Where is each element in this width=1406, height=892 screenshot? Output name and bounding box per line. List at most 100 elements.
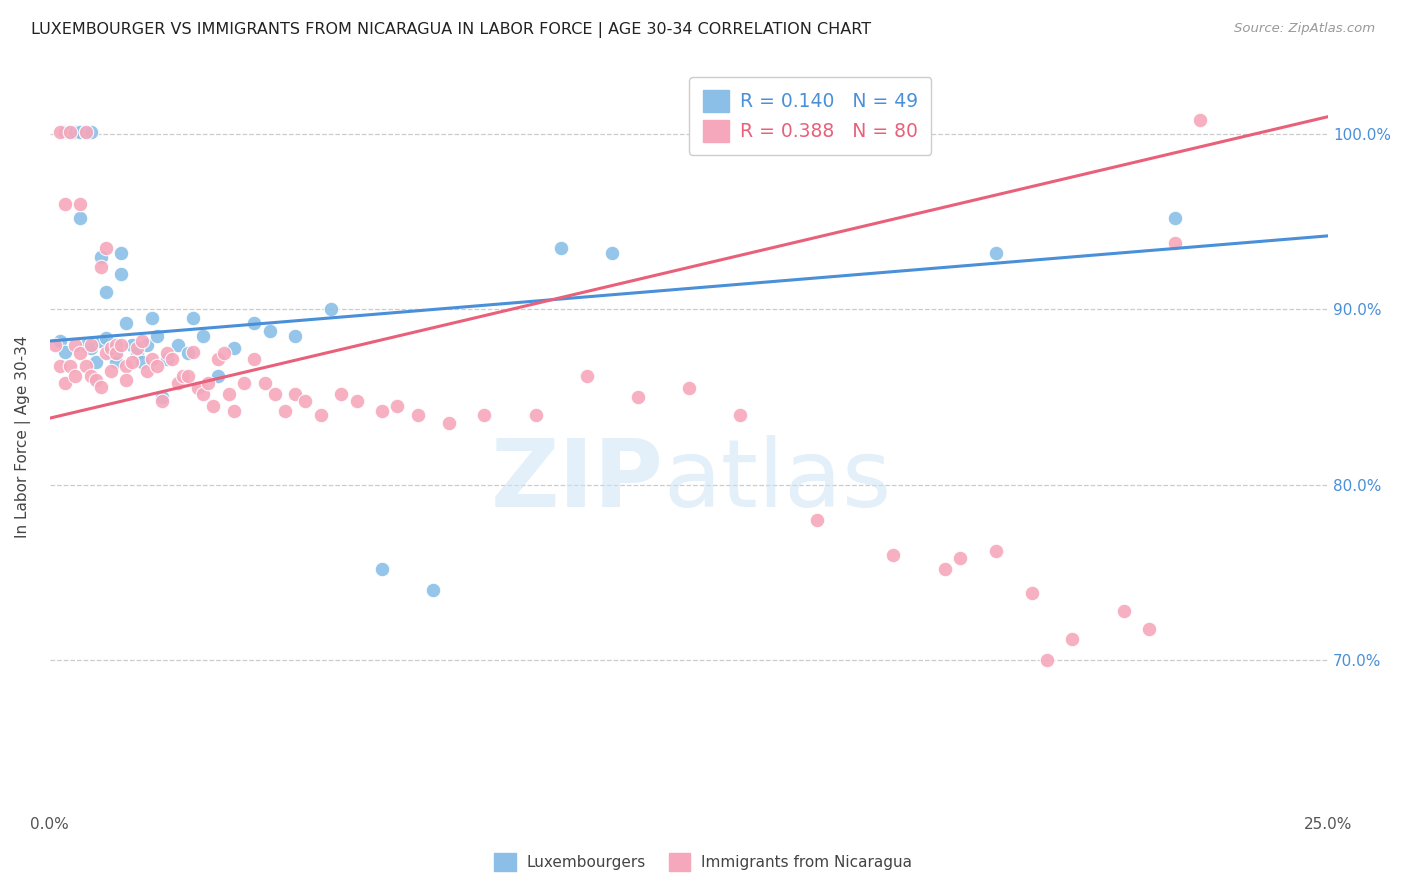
Point [984, 246, 1007, 260]
Point [166, 376, 188, 390]
Point [253, 376, 276, 390]
Legend: R = 0.140   N = 49, R = 0.388   N = 80: R = 0.140 N = 49, R = 0.388 N = 80 [689, 78, 931, 155]
Point [65, 125, 87, 139]
Point [79, 125, 101, 139]
Point [422, 582, 444, 597]
Point [474, 408, 496, 422]
Point [69, 346, 91, 360]
Point [984, 544, 1007, 558]
Point [218, 386, 240, 401]
Point [600, 246, 623, 260]
Point [181, 344, 204, 359]
Point [115, 373, 138, 387]
Point [197, 376, 219, 390]
Point [146, 359, 169, 373]
Point [100, 344, 122, 359]
Point [146, 328, 169, 343]
Point [222, 404, 245, 418]
Point [575, 369, 598, 384]
Point [53, 376, 76, 390]
Point [806, 513, 828, 527]
Point [882, 548, 904, 562]
Point [110, 337, 132, 351]
Point [125, 346, 148, 360]
Point [371, 404, 394, 418]
Point [65, 337, 87, 351]
Point [207, 369, 229, 384]
Point [346, 393, 368, 408]
Point [728, 408, 751, 422]
Point [243, 317, 266, 331]
Legend: Luxembourgers, Immigrants from Nicaragua: Luxembourgers, Immigrants from Nicaragua [488, 847, 918, 877]
Point [135, 337, 157, 351]
Point [1036, 653, 1059, 667]
Point [49, 125, 72, 139]
Point [125, 341, 148, 355]
Point [110, 268, 132, 282]
Point [141, 311, 163, 326]
Point [259, 324, 281, 338]
Point [94, 346, 117, 360]
Point [406, 408, 429, 422]
Point [233, 376, 256, 390]
Point [187, 381, 209, 395]
Point [59, 125, 82, 139]
Point [105, 355, 128, 369]
Point [437, 417, 460, 431]
Point [1189, 113, 1212, 128]
Point [59, 125, 82, 139]
Point [263, 386, 285, 401]
Point [121, 355, 143, 369]
Point [131, 334, 153, 348]
Point [79, 341, 101, 355]
Point [90, 334, 112, 348]
Text: LUXEMBOURGER VS IMMIGRANTS FROM NICARAGUA IN LABOR FORCE | AGE 30-34 CORRELATION: LUXEMBOURGER VS IMMIGRANTS FROM NICARAGU… [31, 22, 872, 38]
Point [156, 346, 179, 360]
Point [84, 373, 107, 387]
Point [1164, 235, 1187, 250]
Point [90, 379, 112, 393]
Point [49, 334, 72, 348]
Point [94, 241, 117, 255]
Point [53, 197, 76, 211]
Point [166, 337, 188, 351]
Point [79, 369, 101, 384]
Point [75, 359, 97, 373]
Point [294, 393, 316, 408]
Point [110, 246, 132, 260]
Point [100, 341, 122, 355]
Point [678, 381, 700, 395]
Point [121, 337, 143, 351]
Text: ZIP: ZIP [491, 435, 664, 527]
Point [59, 125, 82, 139]
Point [105, 348, 128, 362]
Point [69, 211, 91, 226]
Point [44, 337, 66, 351]
Point [131, 355, 153, 369]
Point [150, 390, 173, 404]
Point [84, 355, 107, 369]
Point [105, 346, 128, 360]
Point [90, 250, 112, 264]
Point [284, 386, 307, 401]
Point [69, 197, 91, 211]
Point [1062, 632, 1084, 646]
Point [1021, 586, 1043, 600]
Point [222, 341, 245, 355]
Point [202, 399, 225, 413]
Point [94, 330, 117, 344]
Text: Source: ZipAtlas.com: Source: ZipAtlas.com [1234, 22, 1375, 36]
Point [65, 369, 87, 384]
Point [75, 337, 97, 351]
Point [212, 346, 235, 360]
Point [371, 562, 394, 576]
Point [387, 399, 409, 413]
Point [79, 337, 101, 351]
Point [115, 359, 138, 373]
Point [191, 328, 214, 343]
Point [150, 393, 173, 408]
Point [94, 285, 117, 299]
Point [550, 241, 572, 255]
Point [1164, 211, 1187, 226]
Point [284, 328, 307, 343]
